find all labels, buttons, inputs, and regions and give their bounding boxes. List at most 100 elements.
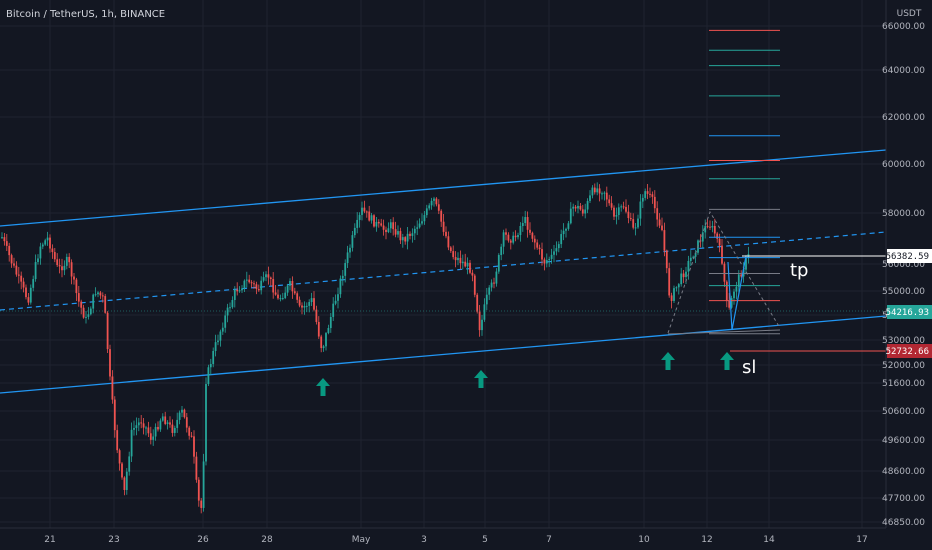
candle-body xyxy=(39,246,42,259)
candle-body xyxy=(10,255,13,264)
candle-body xyxy=(205,384,207,462)
candle-body xyxy=(15,265,18,275)
candle-body xyxy=(130,429,133,457)
candle-body xyxy=(421,221,423,224)
price-tag-label: 56382.59 xyxy=(886,252,929,262)
price-tag-label: 54216.93 xyxy=(886,308,929,318)
time-tick-label: 26 xyxy=(197,535,209,545)
candle-body xyxy=(377,221,380,224)
candle-body xyxy=(605,192,608,200)
candle-body xyxy=(166,422,169,424)
candle-body xyxy=(89,308,92,315)
take-profit-label: tp xyxy=(790,260,808,281)
candle-body xyxy=(121,463,123,478)
price-tick-label: 56000.00 xyxy=(882,260,925,270)
candle-body xyxy=(106,312,109,350)
candle-body xyxy=(272,279,275,293)
candle-body xyxy=(584,209,587,214)
candle-body xyxy=(689,257,692,261)
candle-body xyxy=(217,340,219,343)
candle-body xyxy=(553,251,555,255)
currency-label: USDT xyxy=(897,9,922,19)
candle-body xyxy=(457,257,459,261)
candle-body xyxy=(471,272,474,276)
candle-body xyxy=(548,258,551,261)
candle-body xyxy=(447,236,450,248)
price-tick-label: 58000.00 xyxy=(882,209,925,219)
candle-body xyxy=(3,237,6,242)
price-tick-label: 64000.00 xyxy=(882,66,925,76)
candle-body xyxy=(169,422,171,425)
candle-body xyxy=(358,214,361,220)
candle-body xyxy=(473,275,476,295)
candle-body xyxy=(145,427,147,429)
candle-body xyxy=(687,260,690,272)
candle-body xyxy=(147,427,150,434)
candle-body xyxy=(418,223,421,228)
candle-body xyxy=(291,281,294,292)
candle-body xyxy=(322,346,325,349)
price-tick-label: 49600.00 xyxy=(882,436,925,446)
candle-body xyxy=(116,430,119,451)
price-tag-label: 52732.66 xyxy=(886,347,929,357)
candle-body xyxy=(245,279,248,281)
candle-body xyxy=(370,215,373,221)
candle-body xyxy=(171,424,174,433)
candle-body xyxy=(53,252,56,260)
stop-loss-label: sl xyxy=(742,357,756,378)
candle-body xyxy=(303,305,306,308)
candle-body xyxy=(512,235,515,243)
candle-body xyxy=(517,234,519,238)
candle-body xyxy=(574,206,577,209)
candle-body xyxy=(557,244,560,249)
candle-body xyxy=(413,228,416,234)
candle-body xyxy=(5,241,8,246)
candle-body xyxy=(87,314,90,317)
price-axis-panel[interactable] xyxy=(886,0,932,550)
candle-body xyxy=(646,191,649,194)
candle-body xyxy=(49,237,51,249)
candle-body xyxy=(701,232,704,242)
candle-body xyxy=(34,262,37,280)
candle-body xyxy=(149,433,152,440)
candle-body xyxy=(281,298,284,300)
candle-body xyxy=(411,233,414,236)
candle-body xyxy=(8,245,11,256)
candle-body xyxy=(401,237,404,241)
candle-body xyxy=(61,266,63,271)
candle-body xyxy=(380,223,383,226)
candle-body xyxy=(224,315,227,328)
candle-body xyxy=(543,259,546,264)
candle-body xyxy=(737,274,740,287)
candle-body xyxy=(104,296,107,313)
candle-body xyxy=(161,416,164,421)
candle-body xyxy=(44,240,47,245)
candle-body xyxy=(202,461,205,508)
candle-body xyxy=(193,436,195,457)
candle-body xyxy=(483,304,486,320)
candle-body xyxy=(301,305,303,308)
candle-body xyxy=(41,244,44,247)
candle-body xyxy=(279,298,282,300)
candle-body xyxy=(430,200,433,206)
candle-body xyxy=(399,231,402,241)
candle-body xyxy=(313,298,315,310)
price-tick-label: 46850.00 xyxy=(882,518,925,528)
candle-body xyxy=(260,280,263,291)
time-tick-label: 17 xyxy=(856,535,867,545)
candle-body xyxy=(361,207,363,215)
price-tick-label: 60000.00 xyxy=(882,160,925,170)
candle-body xyxy=(740,274,743,277)
price-tick-label: 51600.00 xyxy=(882,379,925,389)
candle-body xyxy=(469,262,471,273)
time-axis-panel[interactable] xyxy=(0,528,932,550)
candle-body xyxy=(533,238,536,243)
candle-body xyxy=(346,252,349,264)
candle-body xyxy=(425,208,428,216)
candle-body xyxy=(363,207,366,212)
candle-body xyxy=(433,198,435,201)
candle-body xyxy=(337,294,339,301)
candle-body xyxy=(567,223,570,229)
candle-body xyxy=(713,225,716,234)
